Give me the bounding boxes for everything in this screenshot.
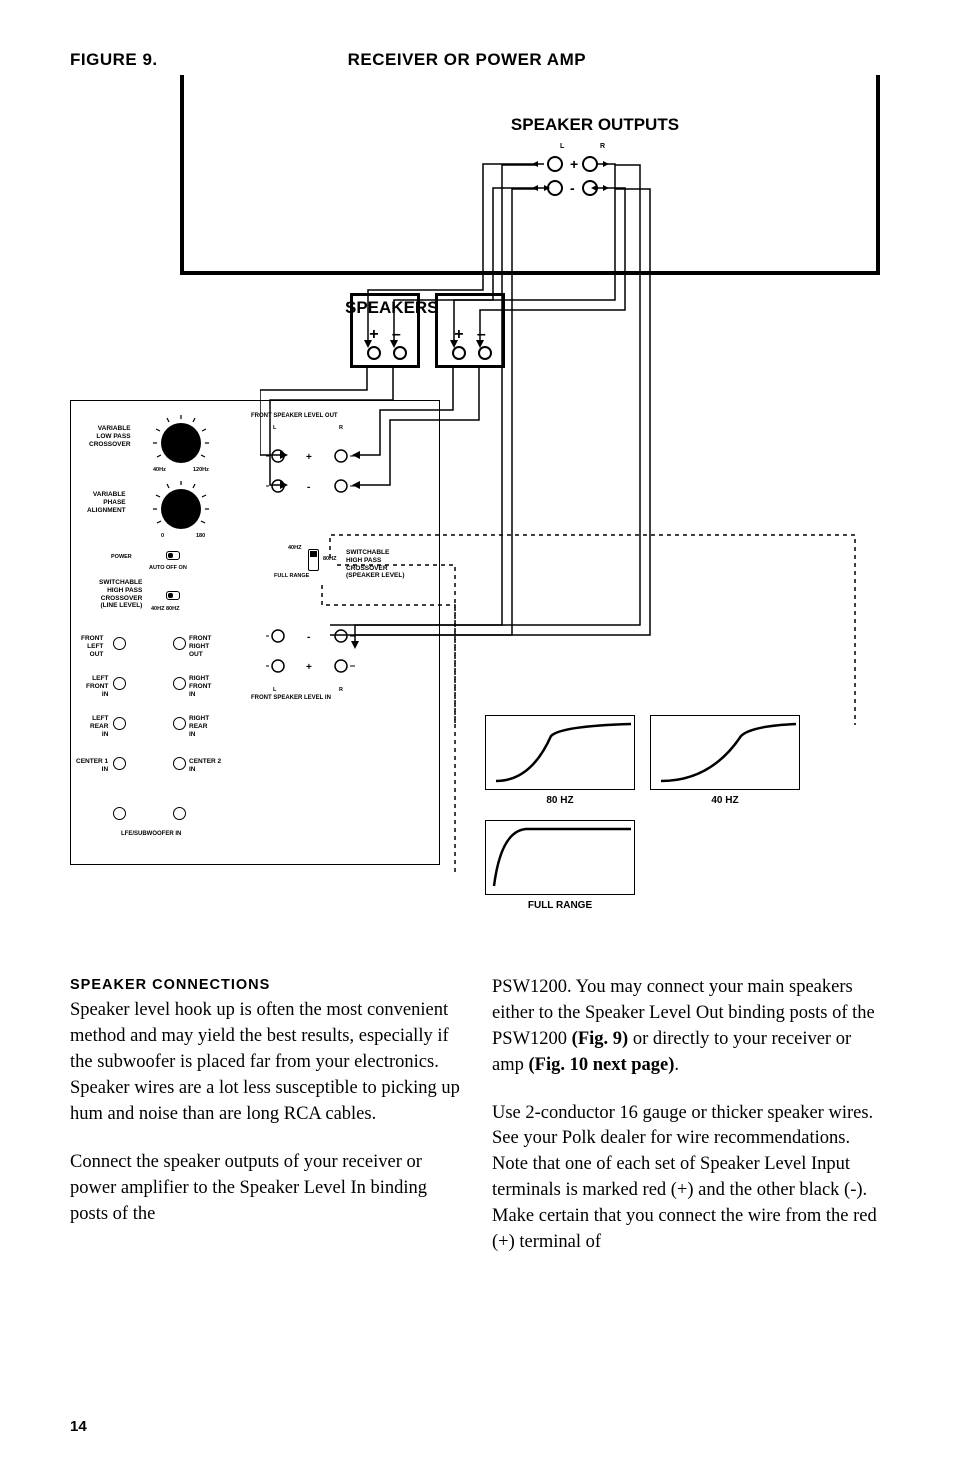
power-switch: [166, 551, 180, 560]
svg-text:+: +: [306, 452, 312, 463]
rca-jack: [173, 637, 186, 650]
line-40-80-label: 40HZ 80HZ: [151, 606, 179, 612]
wiring-diagram: SPEAKER OUTPUTS L R + - SPEAKERS: [70, 75, 885, 945]
rca-jack: [113, 757, 126, 770]
rca-jack: [173, 677, 186, 690]
hz40-label: 40 HZ: [650, 795, 800, 806]
front-right-out-label: FRONT RIGHT OUT: [189, 635, 211, 658]
para3: PSW1200. You may connect your main speak…: [492, 975, 884, 1079]
para1: Speaker level hook up is often the most …: [70, 998, 462, 1127]
filter-40hz-box: [650, 715, 800, 790]
right-rear-in-label: RIGHT REAR IN: [189, 715, 209, 738]
fig10-ref: (Fig. 10 next page): [528, 1055, 674, 1075]
rca-jack: [113, 677, 126, 690]
power-label: POWER: [111, 554, 132, 560]
center1-in-label: CENTER 1 IN: [76, 758, 108, 774]
rca-jack: [173, 717, 186, 730]
l-label: L: [560, 143, 564, 150]
figure-title: RECEIVER OR POWER AMP: [348, 50, 586, 70]
lowpass-label: VARIABLE LOW PASS CROSSOVER: [89, 425, 131, 448]
lp40-label: 40Hz: [153, 467, 166, 473]
highpass-line-switch: [166, 591, 180, 600]
para4: Use 2-conductor 16 gauge or thicker spea…: [492, 1101, 884, 1256]
front-speaker-level-out-label: FRONT SPEAKER LEVEL OUT: [251, 413, 338, 419]
left-column: SPEAKER CONNECTIONS Speaker level hook u…: [70, 975, 462, 1278]
phase-label: VARIABLE PHASE ALIGNMENT: [87, 491, 126, 514]
highpass-line-label: SWITCHABLE HIGH PASS CROSSOVER (LINE LEV…: [99, 579, 142, 610]
svg-text:-: -: [307, 482, 310, 493]
lfe-sub-in-label: LFE/SUBWOOFER IN: [121, 831, 181, 837]
period: .: [674, 1055, 679, 1075]
filter-40hz-curve: [651, 716, 801, 791]
figure-label: FIGURE 9.: [70, 50, 158, 70]
fig9-ref: (Fig. 9): [572, 1029, 629, 1049]
left-front-in-label: LEFT FRONT IN: [86, 675, 108, 698]
figure-header: FIGURE 9. RECEIVER OR POWER AMP: [70, 50, 884, 70]
right-column: PSW1200. You may connect your main speak…: [492, 975, 884, 1278]
page-number: 14: [70, 1418, 87, 1435]
front-left-out-label: FRONT LEFT OUT: [81, 635, 103, 658]
speaker-connections-heading: SPEAKER CONNECTIONS: [70, 975, 462, 995]
left-rear-in-label: LEFT REAR IN: [90, 715, 108, 738]
hz80-label: 80 HZ: [485, 795, 635, 806]
lp120-label: 120Hz: [193, 467, 209, 473]
filter-fullrange-curve: [486, 821, 636, 896]
long-wires: [330, 155, 830, 675]
auto-off-on-label: AUTO OFF ON: [149, 565, 187, 571]
phase-dial-icon: [151, 479, 211, 539]
para2: Connect the speaker outputs of your rece…: [70, 1150, 462, 1228]
body-text: SPEAKER CONNECTIONS Speaker level hook u…: [70, 975, 884, 1278]
rca-jack: [173, 757, 186, 770]
r-label: R: [600, 143, 605, 150]
l-label: L: [273, 425, 276, 431]
right-front-in-label: RIGHT FRONT IN: [189, 675, 211, 698]
lowpass-dial-icon: [151, 413, 211, 473]
filter-80hz-curve: [486, 716, 636, 791]
speaker-outputs-label: SPEAKER OUTPUTS: [470, 115, 720, 135]
filter-80hz-box: [485, 715, 635, 790]
rca-jack: [173, 807, 186, 820]
rca-jack: [113, 637, 126, 650]
rca-jack: [113, 717, 126, 730]
phase180-label: 180: [196, 533, 205, 539]
filter-fullrange-box: [485, 820, 635, 895]
rca-jack: [113, 807, 126, 820]
center2-in-label: CENTER 2 IN: [189, 758, 221, 774]
phase0-label: 0: [161, 533, 164, 539]
fullrange-label: FULL RANGE: [485, 900, 635, 911]
